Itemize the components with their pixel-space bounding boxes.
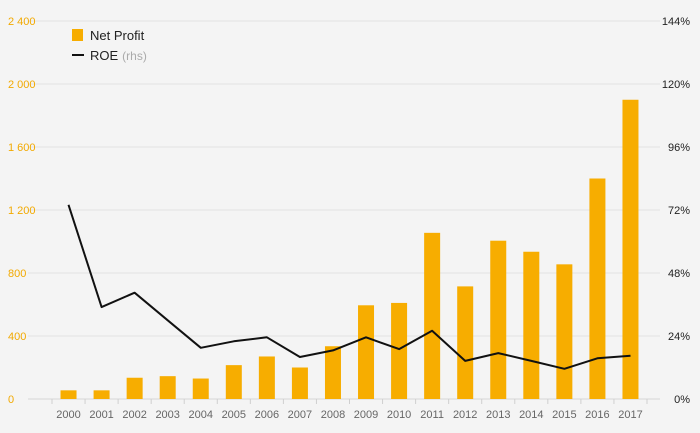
x-axis-tick-label: 2004: [189, 409, 213, 421]
bar-net-profit-2015: [556, 264, 573, 399]
left-axis-tick-label: 400: [8, 331, 26, 343]
bar-net-profit-2007: [291, 367, 308, 399]
bar-net-profit-2002: [126, 377, 143, 399]
x-axis-tick-label: 2006: [255, 409, 279, 421]
gridlines: [28, 20, 660, 400]
bar-net-profit-2001: [93, 390, 110, 399]
bar-net-profit-2010: [391, 302, 408, 399]
x-axis-tick-label: 2015: [552, 409, 576, 421]
x-axis-tick-label: 2012: [453, 409, 477, 421]
bar-net-profit-2013: [490, 240, 507, 399]
bar-net-profit-2004: [192, 378, 209, 399]
left-axis-tick-label: 800: [8, 268, 26, 280]
x-axis-tick-label: 2010: [387, 409, 411, 421]
left-axis-tick-label: 2 400: [8, 16, 36, 28]
x-axis-tick-label: 2003: [155, 409, 179, 421]
right-axis-tick-label: 120%: [662, 79, 690, 91]
left-axis-tick-label: 2 000: [8, 79, 36, 91]
roe-line-layer: [67, 204, 631, 370]
legend-swatch-net-profit: [72, 29, 83, 41]
left-axis-tick-label: 0: [8, 394, 14, 406]
right-axis-tick-label: 72%: [668, 205, 690, 217]
x-axis-tick-label: 2000: [56, 409, 80, 421]
x-axis: 2000 2001 2002 2003 2004 2005 2006 2007 2008 2009…: [51, 399, 648, 421]
left-axis: 0 400 800 1 200 1 600 2 000 2 400: [8, 16, 36, 406]
x-axis-tick-label: 2017: [618, 409, 642, 421]
roe-line: [67, 204, 631, 370]
x-axis-tick-label: 2005: [222, 409, 246, 421]
bar-net-profit-2003: [159, 376, 176, 399]
right-axis-tick-label: 144%: [662, 16, 690, 28]
x-axis-tick-label: 2009: [354, 409, 378, 421]
bar-net-profit-2014: [523, 251, 540, 399]
legend-label-net-profit: Net Profit: [90, 28, 145, 43]
x-axis-tick-label: 2002: [122, 409, 146, 421]
x-axis-tick-label: 2013: [486, 409, 510, 421]
x-axis-tick-label: 2016: [585, 409, 609, 421]
left-axis-tick-label: 1 600: [8, 142, 36, 154]
bar-net-profit-2000: [60, 390, 77, 399]
left-axis-tick-label: 1 200: [8, 205, 36, 217]
right-axis: 0% 24% 48% 72% 96% 120% 144%: [662, 16, 690, 406]
bar-net-profit-2008: [324, 346, 341, 399]
x-axis-tick-label: 2007: [288, 409, 312, 421]
bar-net-profit-2009: [358, 305, 375, 399]
bar-net-profit-2016: [589, 178, 606, 399]
right-axis-tick-label: 0%: [674, 394, 690, 406]
bar-net-profit-2011: [424, 232, 441, 399]
x-axis-tick-label: 2011: [420, 409, 444, 421]
x-axis-tick-label: 2008: [321, 409, 345, 421]
x-axis-tick-label: 2014: [519, 409, 543, 421]
x-axis-tick-label: 2001: [89, 409, 113, 421]
bars: [60, 99, 639, 399]
legend-label-roe: ROE (rhs): [90, 48, 147, 63]
right-axis-tick-label: 48%: [668, 268, 690, 280]
right-axis-tick-label: 96%: [668, 142, 690, 154]
bar-net-profit-2017: [622, 99, 639, 399]
bar-net-profit-2005: [225, 365, 242, 399]
legend: Net Profit ROE (rhs): [72, 28, 147, 63]
right-axis-tick-label: 24%: [668, 331, 690, 343]
bar-net-profit-2006: [258, 356, 275, 399]
bar-net-profit-2012: [457, 286, 474, 399]
